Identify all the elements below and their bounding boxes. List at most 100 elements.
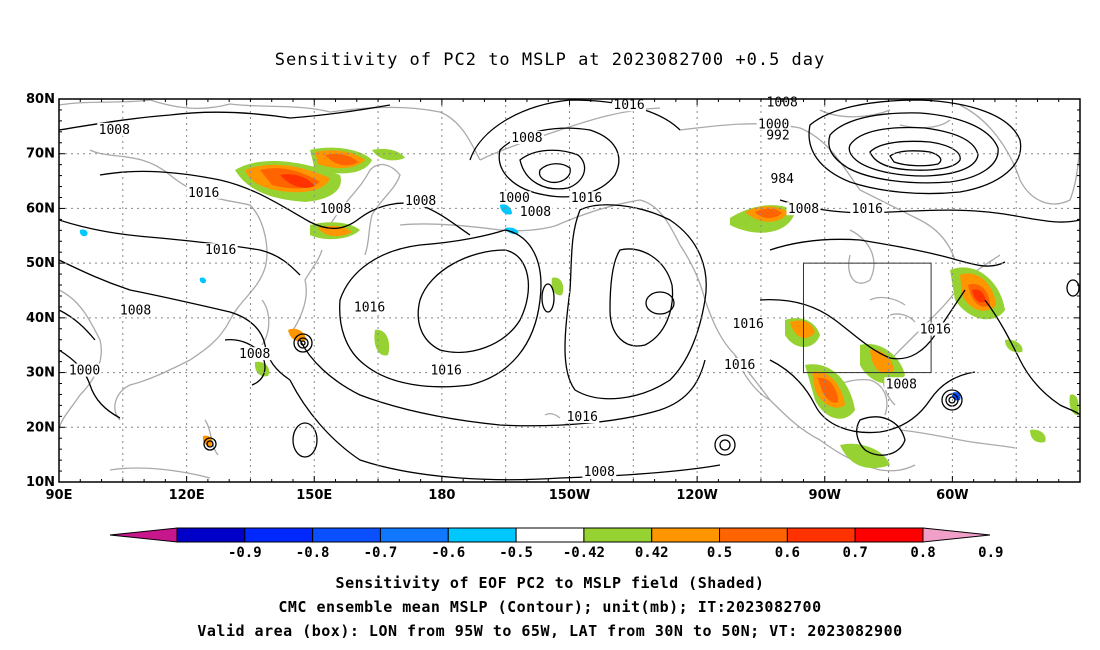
- contour-label: 1016: [733, 317, 764, 332]
- contour-1008-bering-low: [498, 127, 620, 198]
- longitude-labels: 90E 120E 150E 180 150W 120W 90W 60W: [46, 488, 969, 503]
- lat-label: 30N: [26, 366, 55, 381]
- contour-1008-north: [59, 104, 391, 131]
- lat-label: 50N: [26, 256, 55, 271]
- colorbar-label: -0.8: [296, 545, 330, 561]
- lat-label: 40N: [26, 311, 55, 326]
- contour-label-bg: [786, 202, 821, 216]
- contour-label: 1016: [188, 186, 219, 201]
- contour-1000-bering-low: [538, 163, 571, 184]
- contour-small-high: [541, 283, 555, 313]
- contour-low-mexico-inner: [719, 439, 731, 451]
- colorbar-labels: -0.9 -0.8 -0.7 -0.6 -0.5 -0.42 0.42 0.5 0.6 0.7 0.…: [228, 545, 1004, 561]
- coastline-arctic-islands: [819, 109, 951, 129]
- contour-label: 1008: [520, 205, 551, 220]
- contour-label-bg: [318, 202, 353, 216]
- contour-1012-npac-south: [289, 379, 721, 481]
- contour-1016-us-north: [769, 238, 1006, 267]
- contour-label-bg: [918, 322, 953, 336]
- contour-label: 1008: [239, 347, 270, 362]
- contour-label: 1000: [69, 364, 100, 379]
- contour-1000-arctic-low: [828, 112, 999, 184]
- contour-984-arctic-low: [869, 140, 961, 171]
- lon-label: 90E: [46, 488, 73, 503]
- contour-1008-arctic-low: [808, 99, 1022, 195]
- contour-label-bg: [352, 300, 387, 314]
- contour-1016-npac-south: [299, 339, 706, 427]
- caption-line-1: Sensitivity of EOF PC2 to MSLP field (Sh…: [335, 574, 765, 592]
- colorbar-segment: [379, 527, 449, 543]
- contour-label-bg: [722, 358, 757, 372]
- colorbar-segment: [719, 527, 788, 543]
- contour-label-bg: [203, 243, 238, 257]
- colorbar-segment: [312, 527, 381, 543]
- coastline-great-lakes: [869, 296, 916, 323]
- contour-labels: 1008 1016 1016 1008 1000 1008 1008 1016 1008 1008…: [67, 95, 953, 480]
- coastline-kamchatka: [329, 163, 401, 256]
- contour-label: 1008: [120, 303, 151, 318]
- contour-1004-bering-low: [519, 149, 586, 190]
- contour-label-bg: [884, 377, 919, 391]
- colorbar-label: -0.9: [228, 545, 262, 561]
- lon-label: 90W: [809, 488, 841, 503]
- contour-1020-npac-high: [417, 249, 530, 354]
- latitude-labels: 80N 70N 60N 50N 40N 30N 20N 10N: [26, 92, 55, 490]
- colorbar-segment: [447, 527, 517, 543]
- contour-label: 1016: [571, 191, 602, 206]
- contour-label: 1016: [354, 301, 385, 316]
- colorbar-segment: [583, 527, 653, 543]
- colorbar-label: 0.9: [978, 545, 1003, 561]
- contour-label: 992: [766, 128, 789, 143]
- contour-1004-india: [59, 309, 96, 341]
- coastline-canada: [679, 123, 956, 261]
- colorbar-label: 0.6: [775, 545, 800, 561]
- colorbar-label: -0.7: [364, 545, 398, 561]
- caption-line-3: Valid area (box): LON from 95W to 65W, L…: [197, 622, 903, 640]
- shade-positive-07-08: [280, 174, 986, 303]
- lat-label: 10N: [26, 475, 55, 490]
- contour-label: 1008: [788, 202, 819, 217]
- contour-low-philippines-inner: [206, 440, 214, 448]
- colorbar-segment: [786, 527, 856, 543]
- contour-label-bg: [756, 117, 791, 131]
- valid-area-box: [802, 262, 932, 374]
- contour-1016-atlantic: [984, 299, 1080, 416]
- contour-low-mexico-outer: [714, 434, 736, 456]
- colorbar-label: -0.6: [431, 545, 465, 561]
- colorbar-label: 0.8: [910, 545, 935, 561]
- contour-label: 1016: [724, 358, 755, 373]
- contour-label-bg: [569, 191, 604, 205]
- lon-label: 150E: [296, 488, 332, 503]
- colorbar-segment: [651, 527, 721, 543]
- contour-label: 1016: [430, 364, 461, 379]
- contour-label-bg: [67, 363, 102, 377]
- contour-label-bg: [565, 410, 600, 424]
- lat-label: 70N: [26, 147, 55, 162]
- contour-low-philippines-outer: [203, 437, 217, 451]
- colorbar-segment: [515, 527, 585, 543]
- contour-typhoon-mid: [297, 337, 309, 349]
- contour-label-bg: [582, 464, 617, 478]
- contour-label: 1008: [405, 194, 436, 209]
- contour-1016-epac-high: [564, 204, 707, 400]
- contour-label-bg: [509, 131, 544, 145]
- contour-label: 984: [770, 172, 794, 187]
- lat-label: 60N: [26, 201, 55, 216]
- contour-1012-us-south: [769, 359, 976, 434]
- contour-label-bg: [769, 172, 796, 186]
- contour-hurricane-inner: [948, 396, 956, 404]
- shade-negative-042-05: [79, 204, 519, 284]
- contour-label: 1008: [886, 377, 917, 392]
- lon-label: 60W: [936, 488, 968, 503]
- colorbar-segment: [854, 527, 924, 543]
- contour-label: 1016: [205, 243, 236, 258]
- contour-label: 1008: [511, 131, 542, 146]
- contour-low-wpac: [292, 422, 318, 458]
- contour-label-bg: [237, 347, 272, 361]
- contour-1016-canada: [779, 199, 1080, 223]
- contour-label-bg: [850, 202, 885, 216]
- contour-label-bg: [403, 193, 438, 207]
- contour-label: 1016: [920, 323, 951, 338]
- coastline-china: [89, 149, 268, 421]
